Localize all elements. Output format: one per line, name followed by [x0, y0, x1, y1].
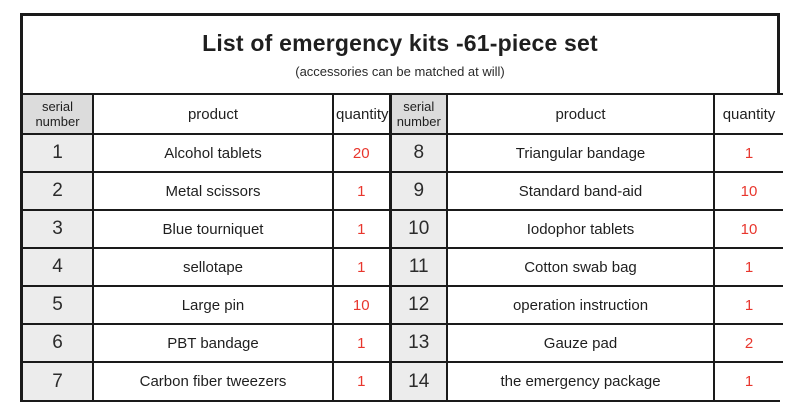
column-header-quantity-left: quantity: [332, 93, 391, 134]
serial-cell: 1: [23, 133, 94, 173]
title-block: List of emergency kits -61-piece set (ac…: [23, 16, 777, 93]
product-cell: sellotape: [92, 247, 334, 287]
quantity-cell: 1: [332, 361, 391, 400]
serial-cell: 13: [388, 323, 448, 363]
table-row: 4 sellotape 1 11 Cotton swab bag 1: [23, 247, 783, 287]
page-title: List of emergency kits -61-piece set: [202, 30, 598, 56]
quantity-cell: 10: [332, 285, 391, 325]
page-subtitle: (accessories can be matched at will): [295, 64, 505, 79]
table-row: 1 Alcohol tablets 20 8 Triangular bandag…: [23, 133, 783, 173]
serial-cell: 8: [388, 133, 448, 173]
product-cell: Triangular bandage: [446, 133, 715, 173]
product-cell: Iodophor tablets: [446, 209, 715, 249]
serial-cell: 10: [388, 209, 448, 249]
table-row: 6 PBT bandage 1 13 Gauze pad 2: [23, 323, 783, 363]
quantity-cell: 10: [713, 171, 783, 211]
product-cell: Carbon fiber tweezers: [92, 361, 334, 400]
emergency-kit-list-card: List of emergency kits -61-piece set (ac…: [20, 13, 783, 402]
table-row: 5 Large pin 10 12 operation instruction …: [23, 285, 783, 325]
serial-cell: 3: [23, 209, 94, 249]
serial-cell: 11: [388, 247, 448, 287]
quantity-cell: 1: [332, 209, 391, 249]
serial-cell: 2: [23, 171, 94, 211]
table-row: 3 Blue tourniquet 1 10 Iodophor tablets …: [23, 209, 783, 249]
column-header-serial-right: serial number: [388, 93, 448, 134]
product-cell: Metal scissors: [92, 171, 334, 211]
product-cell: operation instruction: [446, 285, 715, 325]
product-cell: the emergency package: [446, 361, 715, 400]
quantity-cell: 1: [332, 247, 391, 287]
product-cell: PBT bandage: [92, 323, 334, 363]
quantity-cell: 10: [713, 209, 783, 249]
header-row: serial number product quantity serial nu…: [23, 93, 783, 134]
product-cell: Alcohol tablets: [92, 133, 334, 173]
serial-cell: 12: [388, 285, 448, 325]
quantity-cell: 1: [713, 285, 783, 325]
emergency-kit-table: serial number product quantity serial nu…: [23, 93, 783, 400]
product-cell: Cotton swab bag: [446, 247, 715, 287]
quantity-cell: 1: [332, 171, 391, 211]
quantity-cell: 1: [713, 361, 783, 400]
table-row: 7 Carbon fiber tweezers 1 14 the emergen…: [23, 361, 783, 400]
quantity-cell: 1: [332, 323, 391, 363]
serial-cell: 9: [388, 171, 448, 211]
serial-cell: 7: [23, 361, 94, 400]
column-header-quantity-right: quantity: [713, 93, 783, 134]
serial-cell: 14: [388, 361, 448, 400]
column-header-product-left: product: [92, 93, 334, 134]
serial-cell: 6: [23, 323, 94, 363]
quantity-cell: 2: [713, 323, 783, 363]
serial-cell: 4: [23, 247, 94, 287]
quantity-cell: 1: [713, 133, 783, 173]
column-header-serial-left: serial number: [23, 93, 94, 134]
column-header-product-right: product: [446, 93, 715, 134]
serial-cell: 5: [23, 285, 94, 325]
product-cell: Large pin: [92, 285, 334, 325]
product-cell: Standard band-aid: [446, 171, 715, 211]
product-cell: Blue tourniquet: [92, 209, 334, 249]
product-cell: Gauze pad: [446, 323, 715, 363]
quantity-cell: 20: [332, 133, 391, 173]
table-row: 2 Metal scissors 1 9 Standard band-aid 1…: [23, 171, 783, 211]
quantity-cell: 1: [713, 247, 783, 287]
